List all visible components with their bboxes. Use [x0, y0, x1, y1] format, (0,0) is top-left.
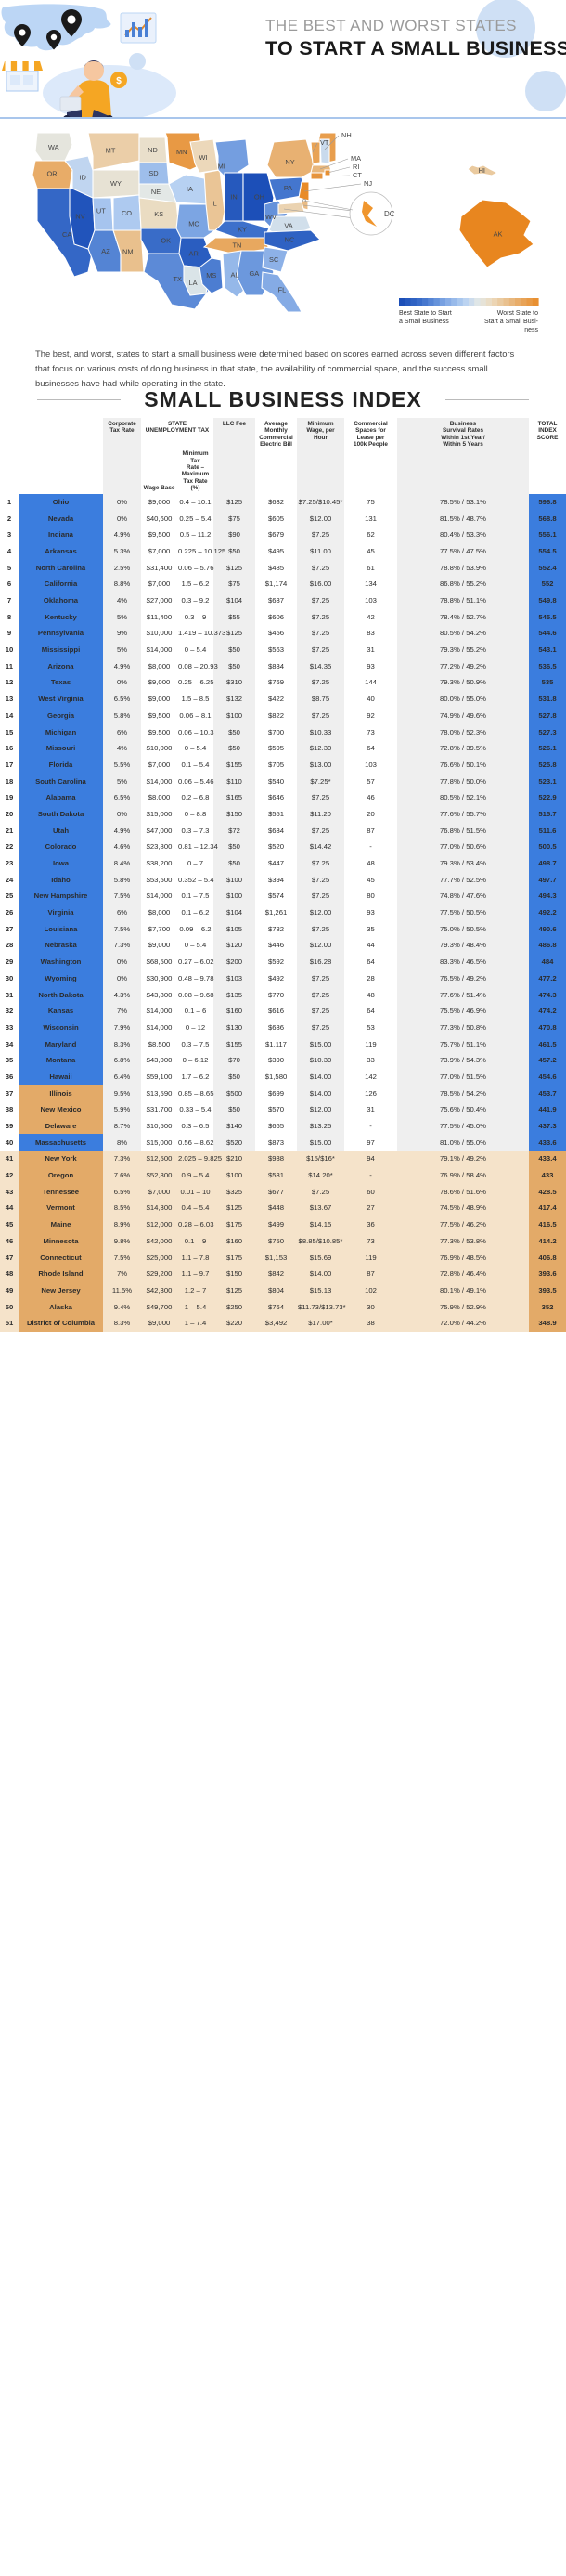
- svg-text:DC: DC: [384, 210, 395, 218]
- svg-text:SD: SD: [148, 169, 158, 177]
- svg-text:SC: SC: [269, 255, 279, 264]
- svg-text:PA: PA: [284, 184, 292, 192]
- svg-text:ID: ID: [79, 174, 85, 182]
- svg-text:OK: OK: [161, 237, 171, 245]
- svg-text:CA: CA: [62, 230, 71, 239]
- svg-text:NH: NH: [341, 131, 352, 139]
- svg-text:GA: GA: [249, 269, 259, 278]
- svg-text:Worst State to: Worst State to: [497, 310, 538, 317]
- svg-text:OR: OR: [46, 170, 57, 178]
- svg-text:IN: IN: [230, 193, 237, 202]
- svg-text:$: $: [116, 76, 122, 86]
- svg-text:MA: MA: [351, 154, 361, 163]
- svg-text:WA: WA: [48, 143, 59, 151]
- svg-text:ness: ness: [524, 327, 538, 333]
- svg-text:NE: NE: [151, 188, 161, 196]
- svg-text:WY: WY: [110, 179, 122, 188]
- svg-text:NM: NM: [122, 248, 134, 256]
- svg-text:OH: OH: [254, 193, 264, 202]
- svg-text:KY: KY: [238, 226, 247, 234]
- svg-text:AK: AK: [494, 229, 503, 238]
- svg-text:CT: CT: [353, 171, 362, 179]
- svg-text:NC: NC: [285, 235, 295, 243]
- svg-text:MI: MI: [218, 162, 225, 170]
- svg-text:VT: VT: [320, 138, 329, 147]
- svg-text:TN: TN: [232, 241, 241, 249]
- svg-text:KS: KS: [154, 210, 163, 218]
- svg-text:Best State to Start: Best State to Start: [399, 310, 452, 317]
- svg-text:Start a Small Busi-: Start a Small Busi-: [484, 319, 539, 325]
- svg-text:TX: TX: [173, 275, 182, 283]
- svg-text:VA: VA: [284, 222, 292, 230]
- svg-text:NJ: NJ: [364, 179, 372, 188]
- svg-text:CO: CO: [122, 209, 132, 217]
- svg-text:NY: NY: [285, 158, 294, 166]
- svg-text:WV: WV: [265, 213, 277, 221]
- svg-text:MN: MN: [176, 148, 187, 156]
- svg-text:AR: AR: [189, 249, 199, 257]
- svg-text:ND: ND: [148, 146, 158, 154]
- svg-text:FL: FL: [278, 286, 287, 294]
- svg-text:UT: UT: [96, 207, 106, 215]
- svg-text:MT: MT: [106, 147, 116, 155]
- svg-text:MO: MO: [188, 220, 199, 228]
- svg-text:MS: MS: [206, 271, 216, 280]
- svg-text:RI: RI: [353, 163, 359, 171]
- svg-text:a Small Business: a Small Business: [399, 319, 449, 325]
- svg-text:AL: AL: [230, 271, 238, 280]
- svg-text:IA: IA: [187, 185, 193, 193]
- svg-text:NV: NV: [75, 213, 84, 221]
- svg-text:LA: LA: [188, 279, 197, 287]
- svg-text:IL: IL: [212, 199, 217, 207]
- svg-text:WI: WI: [199, 153, 207, 162]
- svg-text:HI: HI: [479, 166, 485, 175]
- svg-text:AZ: AZ: [101, 247, 110, 255]
